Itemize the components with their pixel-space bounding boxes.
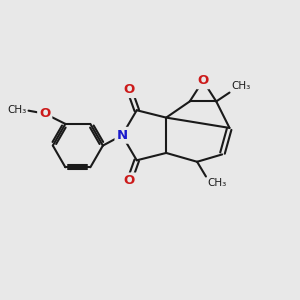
Text: O: O bbox=[124, 83, 135, 96]
Text: CH₃: CH₃ bbox=[8, 105, 27, 115]
Text: CH₃: CH₃ bbox=[231, 81, 250, 91]
Text: N: N bbox=[116, 129, 128, 142]
Text: O: O bbox=[197, 74, 208, 87]
Text: O: O bbox=[39, 107, 50, 120]
Text: CH₃: CH₃ bbox=[207, 178, 227, 188]
Text: O: O bbox=[124, 174, 135, 188]
